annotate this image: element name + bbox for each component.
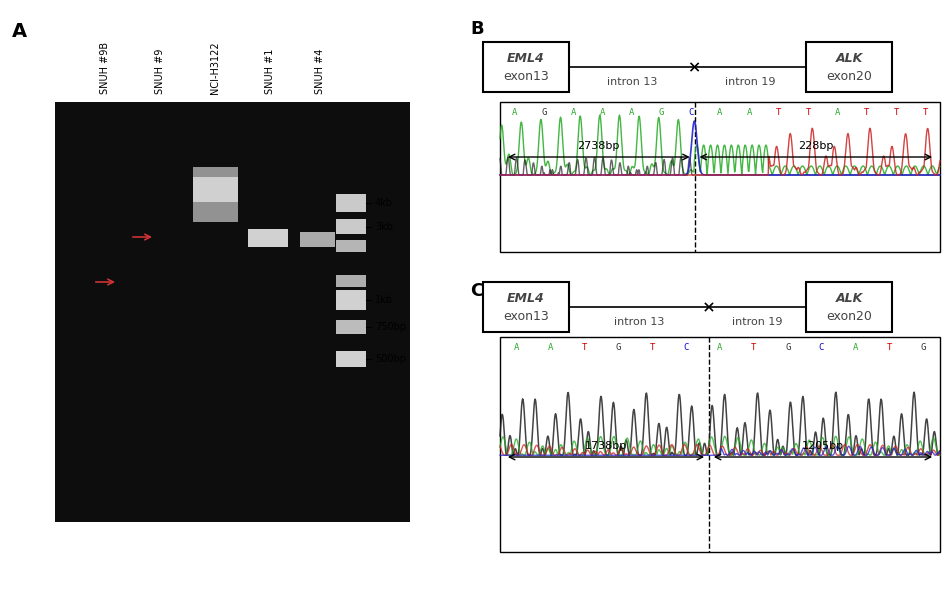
Text: 1205bp: 1205bp	[802, 441, 844, 451]
Text: G: G	[616, 343, 621, 352]
Text: EML4: EML4	[507, 291, 545, 304]
Bar	[248, 229, 288, 247]
Text: C: C	[684, 343, 689, 352]
Text: SNUH #1: SNUH #1	[265, 49, 275, 94]
Text: A: A	[571, 108, 576, 117]
Text: NCI-H3122: NCI-H3122	[210, 41, 220, 94]
Bar	[336, 194, 366, 212]
FancyBboxPatch shape	[483, 42, 569, 92]
Text: exon13: exon13	[503, 310, 549, 323]
Bar	[55, 102, 410, 522]
Text: G: G	[921, 343, 925, 352]
Text: exon13: exon13	[503, 69, 549, 82]
Bar	[336, 351, 366, 367]
Text: A: A	[630, 108, 634, 117]
Text: 500bp: 500bp	[375, 354, 406, 364]
Bar	[336, 320, 366, 334]
Text: A: A	[600, 108, 606, 117]
FancyBboxPatch shape	[806, 282, 892, 332]
Text: exon20: exon20	[826, 310, 872, 323]
Bar	[193, 167, 238, 222]
Text: 2738bp: 2738bp	[577, 141, 620, 151]
Text: T: T	[751, 343, 757, 352]
Text: intron 19: intron 19	[725, 77, 776, 87]
Text: A: A	[514, 343, 519, 352]
Text: exon20: exon20	[826, 69, 872, 82]
Text: A: A	[717, 343, 723, 352]
Bar	[336, 240, 366, 252]
Bar	[336, 290, 366, 310]
Text: SNUH #9B: SNUH #9B	[100, 42, 110, 94]
Text: B: B	[470, 20, 484, 38]
Text: T: T	[805, 108, 810, 117]
Text: 1738bp: 1738bp	[585, 441, 627, 451]
Bar	[300, 232, 335, 247]
FancyBboxPatch shape	[483, 282, 569, 332]
Text: SNUH #9: SNUH #9	[155, 49, 165, 94]
Text: A: A	[548, 343, 553, 352]
Text: 750bp: 750bp	[375, 322, 406, 332]
Text: EML4: EML4	[507, 52, 545, 65]
Text: G: G	[785, 343, 790, 352]
Text: 228bp: 228bp	[798, 141, 833, 151]
Text: A: A	[835, 108, 840, 117]
Bar	[193, 177, 238, 202]
Text: 3kb: 3kb	[375, 222, 393, 232]
Text: A: A	[747, 108, 752, 117]
Bar	[336, 219, 366, 234]
Text: T: T	[650, 343, 655, 352]
Text: C: C	[688, 108, 693, 117]
Text: intron 19: intron 19	[732, 317, 783, 327]
Text: T: T	[893, 108, 899, 117]
Text: G: G	[659, 108, 664, 117]
Bar	[336, 275, 366, 287]
Text: T: T	[582, 343, 588, 352]
Text: T: T	[776, 108, 782, 117]
Text: C: C	[470, 282, 483, 300]
Text: G: G	[541, 108, 547, 117]
Text: ALK: ALK	[835, 291, 863, 304]
Bar	[500, 337, 940, 552]
Text: T: T	[864, 108, 869, 117]
Text: A: A	[512, 108, 517, 117]
Text: 1kb: 1kb	[375, 295, 393, 305]
Text: T: T	[922, 108, 928, 117]
Text: A: A	[12, 22, 28, 41]
Text: C: C	[819, 343, 825, 352]
Text: intron 13: intron 13	[613, 317, 664, 327]
Text: A: A	[717, 108, 723, 117]
Text: intron 13: intron 13	[607, 77, 657, 87]
Text: 4kb: 4kb	[375, 198, 393, 208]
Text: A: A	[853, 343, 858, 352]
Bar	[500, 102, 940, 252]
Text: T: T	[886, 343, 892, 352]
Text: ALK: ALK	[835, 52, 863, 65]
FancyBboxPatch shape	[806, 42, 892, 92]
Text: SNUH #4: SNUH #4	[315, 49, 325, 94]
